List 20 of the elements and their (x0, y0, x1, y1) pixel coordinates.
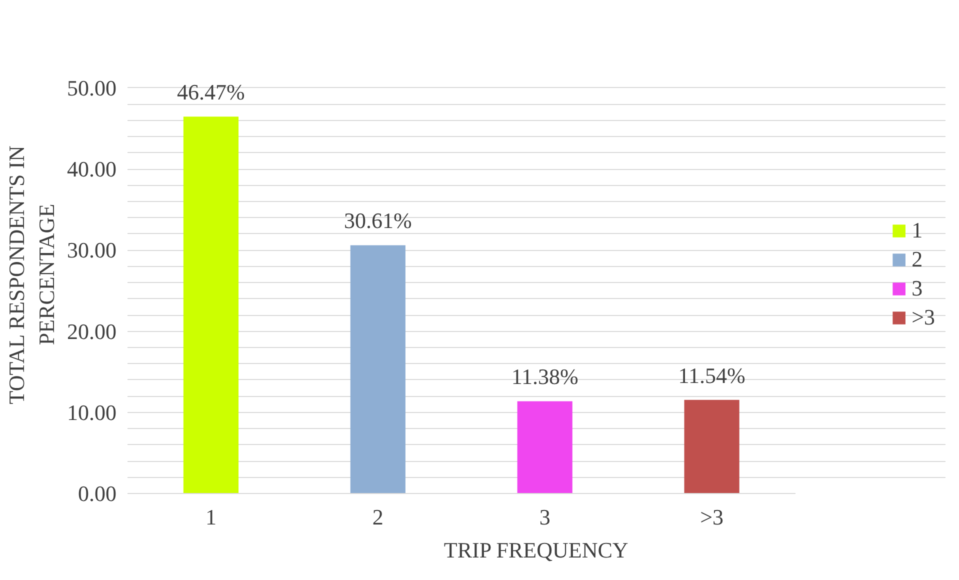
data-label: 11.54% (678, 362, 746, 388)
y-tick-label: 20.00 (67, 318, 116, 344)
x-tick-label: 3 (539, 504, 550, 530)
y-tick-label: 0.00 (78, 481, 116, 506)
x-tick-label: 1 (205, 504, 216, 530)
y-tick-label: 10.00 (67, 400, 116, 425)
legend-label: 1 (912, 218, 924, 244)
y-tick-label: 50.00 (67, 75, 116, 100)
x-tick-label: 2 (372, 504, 384, 530)
data-label: 46.47% (177, 80, 245, 105)
x-tick-label: >3 (700, 504, 724, 530)
data-label: 30.61% (344, 208, 412, 234)
legend-label: 3 (912, 276, 924, 302)
y-tick-label: 30.00 (67, 238, 116, 263)
y-tick-label: 40.00 (67, 156, 116, 182)
legend-label: 2 (912, 246, 924, 272)
x-axis-title: TRIP FREQUENCY (444, 538, 628, 562)
legend-label: >3 (912, 304, 935, 330)
data-label: 11.38% (511, 364, 578, 390)
y-axis-title: TOTAL RESPONDENTS IN PERCENTAGE (4, 146, 59, 404)
